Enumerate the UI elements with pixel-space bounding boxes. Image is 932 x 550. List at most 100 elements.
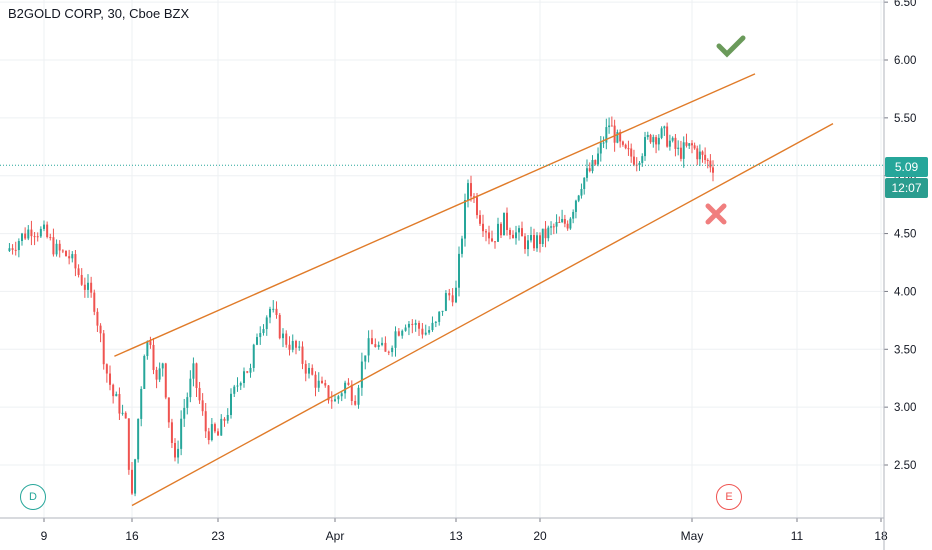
candle-body: [497, 223, 499, 242]
candle-body: [597, 153, 600, 165]
candle-body: [314, 374, 317, 388]
candle-body: [503, 212, 505, 236]
candle-body: [186, 397, 189, 408]
candle-body: [550, 226, 553, 228]
candle-body: [608, 125, 611, 128]
candle-body: [666, 126, 669, 147]
candle-body: [330, 400, 333, 402]
candle-body: [324, 383, 327, 386]
candle-body: [207, 431, 210, 441]
candle-body: [137, 418, 140, 460]
x-tick-label: 9: [41, 529, 48, 543]
candle-body: [533, 235, 535, 249]
candle-body: [591, 160, 594, 172]
candle-body: [377, 344, 380, 348]
candle-body: [249, 367, 252, 373]
candle-body: [558, 221, 561, 223]
candle-body: [36, 236, 39, 238]
candle-body: [500, 223, 502, 236]
candle-body: [334, 399, 336, 402]
candle-body: [448, 293, 451, 296]
candle-body: [655, 137, 658, 145]
candle-body: [49, 237, 52, 239]
candle-body: [195, 363, 198, 388]
candle-body: [482, 223, 484, 232]
candle-body: [663, 126, 666, 129]
x-tick-label: May: [681, 529, 704, 543]
candle-body: [428, 330, 431, 333]
candle-body: [610, 125, 613, 127]
candle-body: [317, 380, 320, 388]
candle-body: [278, 314, 281, 339]
candle-body: [521, 228, 523, 237]
candle-body: [174, 442, 176, 458]
candle-body: [217, 431, 219, 436]
candle-body: [17, 241, 20, 251]
candle-body: [552, 226, 555, 228]
candle-body: [337, 396, 340, 400]
candle-body: [30, 229, 33, 237]
candle-body: [515, 232, 517, 239]
candle-body: [421, 328, 424, 335]
candle-body: [131, 469, 133, 494]
x-tick-label: 16: [125, 529, 139, 543]
candle-body: [46, 224, 49, 238]
candle-body: [688, 143, 691, 146]
candle-body: [657, 137, 660, 145]
dividend-badge[interactable]: D: [20, 484, 46, 510]
last-price-label: 5.09: [885, 157, 928, 177]
candle-body: [583, 177, 586, 190]
candle-body: [632, 156, 635, 165]
candle-body: [52, 237, 55, 255]
candle-body: [74, 254, 77, 269]
candle-body: [223, 418, 226, 421]
candle-body: [599, 142, 602, 154]
candle-body: [494, 241, 496, 243]
candle-body: [364, 355, 367, 362]
y-tick-label: 3.00: [894, 402, 916, 414]
candle-body: [192, 363, 195, 379]
candle-body: [158, 368, 161, 380]
candle-body: [641, 156, 644, 163]
candle-body: [488, 232, 490, 239]
candle-body: [146, 341, 149, 357]
candle-body: [524, 236, 526, 250]
candle-body: [518, 228, 520, 233]
candle-body: [566, 223, 569, 229]
candle-body: [638, 162, 641, 166]
x-tick-label: 23: [211, 529, 225, 543]
candle-body: [458, 253, 460, 288]
candle-body: [547, 227, 550, 239]
candle-body: [479, 215, 481, 224]
candle-body: [118, 394, 121, 414]
candle-body: [397, 331, 400, 336]
candle-body: [698, 151, 701, 160]
candle-body: [701, 151, 704, 155]
candle-body: [87, 282, 89, 290]
candle-body: [602, 142, 605, 144]
candle-body: [509, 229, 511, 235]
candle-body: [93, 292, 96, 312]
candle-body: [594, 160, 597, 165]
candle-body: [256, 337, 258, 345]
candle-body: [411, 323, 414, 325]
candle-body: [33, 236, 36, 238]
candle-body: [370, 338, 373, 345]
candle-body: [77, 268, 80, 275]
candle-body: [99, 325, 102, 334]
upper-channel-line[interactable]: [114, 73, 756, 357]
candle-body: [149, 341, 152, 345]
symbol-title[interactable]: B2GOLD CORP, 30, Cboe BZX: [8, 6, 190, 21]
candle-body: [555, 221, 558, 227]
candle-body: [170, 422, 173, 443]
candle-body: [295, 341, 297, 348]
x-tick-label: Apr: [326, 529, 345, 543]
countdown-label: 12:07: [885, 178, 928, 198]
cross-icon: [705, 203, 727, 225]
lower-channel-line[interactable]: [131, 123, 834, 507]
earnings-badge[interactable]: E: [716, 484, 742, 510]
candle-body: [39, 228, 42, 237]
candle-body: [627, 148, 630, 150]
